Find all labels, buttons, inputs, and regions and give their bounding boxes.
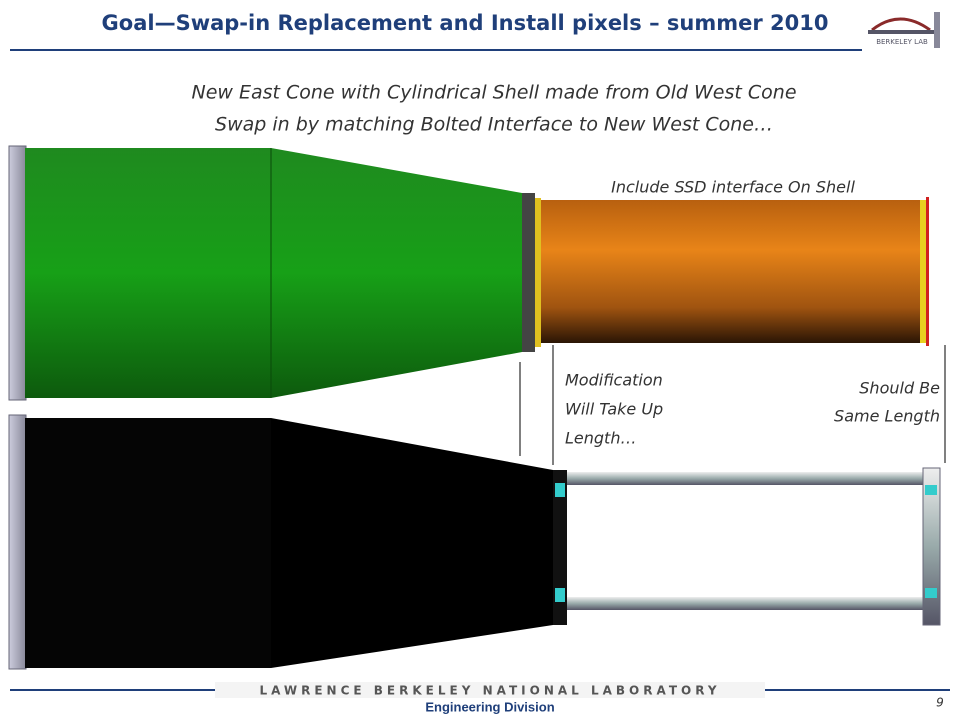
footer-division: Engineering Division (425, 699, 554, 714)
annotation: Length… (565, 429, 636, 448)
annotation: Same Length (834, 407, 940, 426)
annotation: Include SSD interface On Shell (611, 178, 855, 197)
annotation: Should Be (859, 379, 940, 398)
annotation: Will Take Up (565, 400, 663, 419)
annotation: Modification (565, 371, 663, 390)
footer-lab: LAWRENCE BERKELEY NATIONAL LABORATORY (259, 684, 720, 698)
subtitle: New East Cone with Cylindrical Shell mad… (191, 82, 796, 104)
logo: BERKELEY LAB (868, 12, 940, 48)
subtitle: Swap in by matching Bolted Interface to … (215, 114, 773, 136)
title: Goal—Swap-in Replacement and Install pix… (102, 11, 829, 35)
top-assembly (8, 145, 929, 401)
logo-text: BERKELEY LAB (876, 38, 928, 46)
bottom-assembly (8, 414, 941, 670)
footer-band (215, 682, 765, 698)
page-number: 9 (936, 696, 944, 710)
